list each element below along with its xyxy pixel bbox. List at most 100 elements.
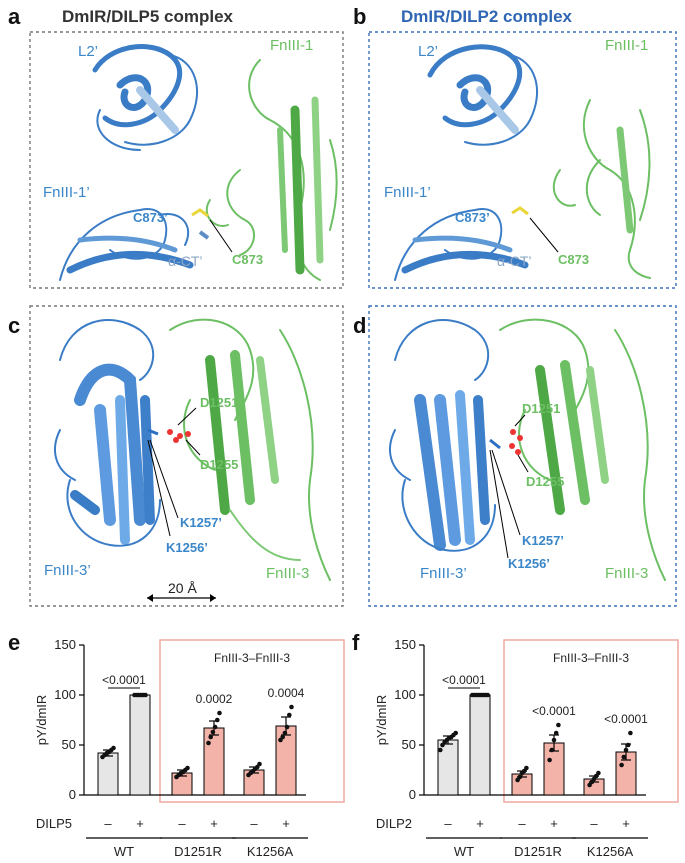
panel-c-frame: [29, 305, 344, 607]
data-point: [438, 747, 443, 753]
p-value-label: <0.0001: [532, 704, 576, 718]
data-point: [217, 710, 222, 716]
k1257-label-d: K1257’: [522, 533, 564, 548]
l2-label-b: L2’: [418, 43, 438, 60]
p-value-label: <0.0001: [102, 673, 146, 687]
disulfide-bond-a: [191, 208, 209, 218]
data-point: [206, 740, 211, 746]
y-tick-label: 50: [402, 737, 416, 752]
fn3-3-label-c: FnIII-3: [266, 565, 309, 582]
act-label-b: α-CT’: [497, 253, 532, 269]
panel-d: d: [353, 305, 677, 607]
panel-letter-d: d: [353, 313, 366, 338]
act-label-a: α-CT’: [168, 253, 203, 269]
fn3-1-prime-label-a: FnIII-1’: [43, 184, 90, 201]
data-point: [547, 757, 552, 763]
scale-bar: 20 Å: [147, 580, 216, 602]
fn3-1-ribbon: [205, 59, 338, 281]
group-label: K1256A: [587, 844, 634, 859]
condition-label: –: [518, 816, 526, 831]
condition-label: –: [250, 816, 258, 831]
fn3-1-label-b: FnIII-1: [605, 37, 648, 54]
panel-letter: f: [352, 630, 360, 655]
condition-label: +: [622, 816, 630, 831]
fn3-1-prime-label-b: FnIII-1’: [384, 184, 431, 201]
ligand-label: DILP5: [36, 816, 72, 831]
data-point: [257, 761, 262, 767]
p-value-label: 0.0002: [196, 692, 233, 706]
salt-bridge-d: [489, 429, 523, 455]
bar: [275, 725, 297, 796]
condition-label: +: [210, 816, 218, 831]
condition-label: +: [136, 816, 144, 831]
data-point: [212, 724, 218, 730]
y-tick-label: 0: [69, 787, 76, 802]
k1256-label-d: K1256’: [508, 556, 550, 571]
p-value-label: <0.0001: [604, 712, 648, 726]
fn3-1-prime-ribbon: [394, 208, 529, 281]
l2-domain-ribbon: [92, 44, 199, 151]
group-label: K1256A: [247, 844, 294, 859]
fn3-3-prime-ribbon: [54, 319, 161, 547]
group-label: D1251R: [514, 844, 562, 859]
fn3-3-prime-ribbon: [389, 319, 496, 552]
data-point: [623, 747, 629, 753]
c873-label-b: C873: [558, 252, 589, 267]
y-axis-label: pY/dmIR: [374, 695, 389, 746]
l2-label-a: L2’: [78, 43, 98, 60]
fn3-3-mutant-box: [159, 639, 345, 803]
fn3-1-ribbon: [552, 99, 651, 279]
data-point: [453, 730, 459, 736]
group-label: D1251R: [174, 844, 222, 859]
y-tick-label: 150: [54, 637, 76, 652]
y-tick-label: 50: [62, 737, 76, 752]
salt-bridge-c: [147, 428, 191, 443]
fn3-1-label-a: FnIII-1: [270, 37, 313, 54]
condition-label: +: [476, 816, 484, 831]
panel-c: c: [8, 305, 344, 607]
data-point: [208, 734, 213, 740]
condition-label: +: [550, 816, 558, 831]
c873-pointer-a: [209, 219, 233, 253]
fn3-3-label-d: FnIII-3: [605, 565, 648, 582]
box-label: FnIII-3–FnIII-3: [214, 651, 290, 665]
data-point: [185, 765, 190, 771]
data-point: [556, 722, 561, 728]
p-value-label: 0.0004: [268, 686, 305, 700]
y-tick-label: 150: [394, 637, 416, 652]
d1255-label-c: D1255: [200, 457, 238, 472]
box-label: FnIII-3–FnIII-3: [553, 651, 629, 665]
fn3-3-prime-label-d: FnIII-3’: [420, 565, 467, 582]
c873-label-a: C873: [232, 252, 263, 267]
c873-prime-label-b: C873’: [455, 210, 490, 225]
condition-label: –: [178, 816, 186, 831]
data-point: [524, 765, 529, 771]
k1257-label-c: K1257’: [180, 515, 222, 530]
panel-a-frame: [29, 31, 344, 289]
c873-pointer-b: [529, 217, 559, 253]
data-point: [625, 742, 631, 748]
data-point: [111, 745, 116, 751]
fn3-3-prime-label-c: FnIII-3’: [44, 562, 91, 579]
panel-e-chart: e FnIII-3–FnIII-3 0 50 100 150 pY/dmIR – + – + – + DI…: [8, 630, 345, 859]
y-axis-label: pY/dmIR: [34, 695, 49, 746]
d1251-label-d: D1251: [522, 401, 560, 416]
data-point: [284, 724, 290, 730]
panel-letter: e: [8, 630, 20, 655]
d1251-label-c: D1251: [200, 395, 238, 410]
condition-label: –: [590, 816, 598, 831]
data-point: [280, 734, 286, 740]
ligand-label: DILP2: [376, 816, 412, 831]
fn3-1-prime-ribbon: [59, 208, 194, 281]
data-point: [553, 730, 559, 736]
fn3-3-ribbon: [169, 318, 331, 581]
data-point: [143, 692, 148, 698]
data-point: [289, 704, 294, 710]
data-point: [215, 717, 220, 723]
bar: [469, 694, 491, 796]
panel-letter-c: c: [8, 313, 20, 338]
panel-a-title: DmIR/DILP5 complex: [62, 7, 234, 26]
condition-label: +: [282, 816, 290, 831]
condition-label: –: [104, 816, 112, 831]
